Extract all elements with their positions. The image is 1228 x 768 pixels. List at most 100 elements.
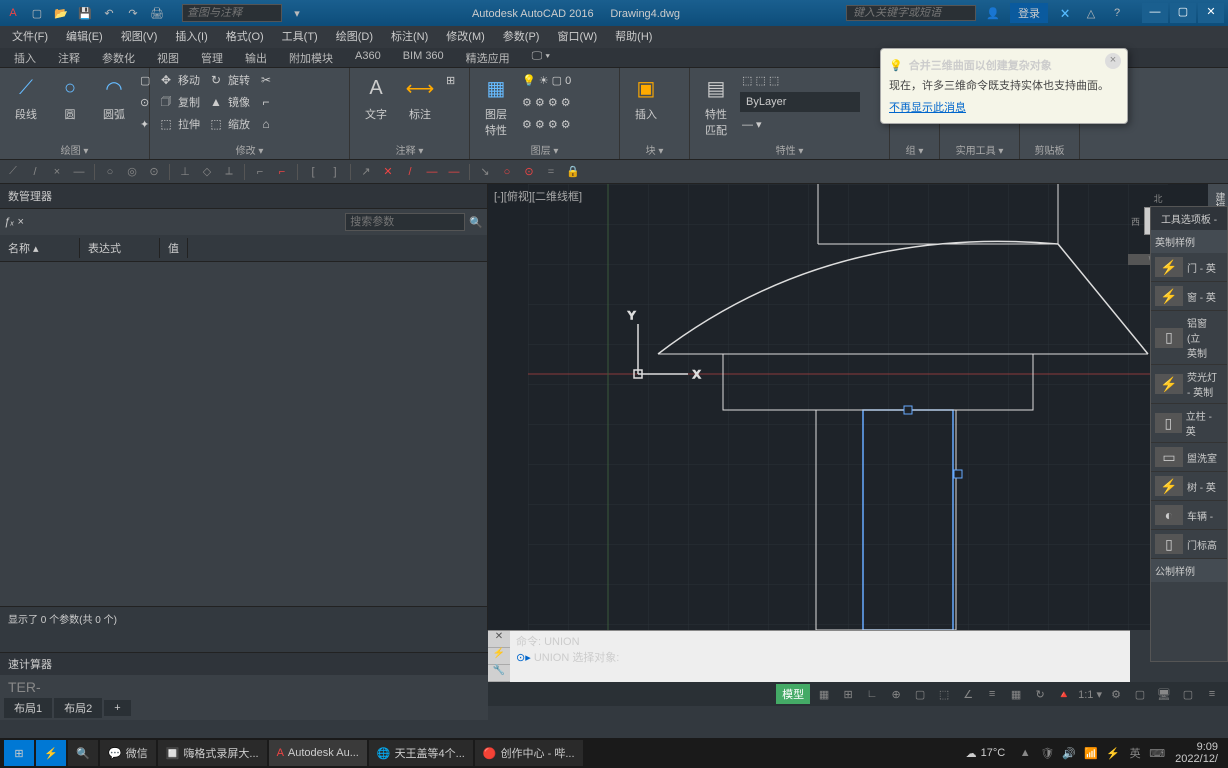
sb-monitor[interactable]: 🖥 — [1154, 684, 1174, 704]
new-icon[interactable]: ▢ — [28, 4, 46, 22]
save-icon[interactable]: 💾 — [76, 4, 94, 22]
menu-view[interactable]: 视图(V) — [113, 26, 166, 48]
tb2-4[interactable]: — — [70, 163, 88, 181]
prop-row3[interactable]: — ▾ — [740, 114, 860, 134]
polyline-button[interactable]: ⟋段线 — [6, 70, 46, 124]
panel-block-title[interactable]: 块 ▾ — [626, 140, 683, 157]
col-value[interactable]: 值 — [160, 238, 188, 258]
menu-window[interactable]: 窗口(W) — [549, 26, 605, 48]
task-autocad[interactable]: AAutodesk Au... — [269, 740, 367, 766]
open-icon[interactable]: 📂 — [52, 4, 70, 22]
cmd-close[interactable]: ✕ — [488, 631, 510, 648]
app-icon[interactable]: A — [4, 4, 22, 22]
minimize-button[interactable]: — — [1142, 3, 1168, 23]
task-lightning[interactable]: ⚡ — [36, 740, 66, 766]
tb2-16[interactable]: ✕ — [379, 163, 397, 181]
task-chrome[interactable]: 🔴创作中心 - 哔... — [475, 740, 583, 766]
tray-1[interactable]: ▲ — [1015, 743, 1035, 763]
tb2-22[interactable]: ⊙ — [520, 163, 538, 181]
drawing-viewport[interactable]: [-][俯视][二维线框] X Y — [488, 184, 1208, 630]
tp-item-4[interactable]: ▯立柱 - 英 — [1151, 404, 1227, 443]
annot-extra[interactable]: ⊞ — [444, 70, 457, 90]
ribbon-tab-a360[interactable]: A360 — [345, 48, 391, 67]
sb-clean[interactable]: ▢ — [1178, 684, 1198, 704]
ribbon-tab-insert[interactable]: 插入 — [4, 48, 46, 67]
ribbon-tab-view[interactable]: 视图 — [147, 48, 189, 67]
redo-icon[interactable]: ↷ — [124, 4, 142, 22]
panel-utilities-title[interactable]: 实用工具 ▾ — [946, 140, 1013, 157]
ribbon-tab-featured[interactable]: 精选应用 — [456, 48, 520, 67]
drawing-canvas[interactable]: X Y — [488, 184, 1208, 630]
arc-button[interactable]: ◠圆弧 — [94, 70, 134, 124]
param-search[interactable] — [345, 213, 465, 231]
layer-row1[interactable]: 💡 ☀ ▢ 0 — [520, 70, 573, 90]
fx-icon[interactable]: ƒₓ × — [4, 216, 24, 228]
cloud-icon[interactable]: △ — [1082, 4, 1100, 22]
array-button[interactable]: ⌂ — [256, 114, 276, 134]
add-layout-tab[interactable]: + — [104, 700, 130, 716]
clock[interactable]: 9:09 2022/12/ — [1169, 741, 1224, 765]
close-button[interactable]: ✕ — [1198, 3, 1224, 23]
layout1-tab[interactable]: 布局1 — [4, 698, 52, 718]
maximize-button[interactable]: ▢ — [1170, 3, 1196, 23]
ribbon-tab-more[interactable]: 🖵 ▾ — [522, 48, 560, 67]
panel-draw-title[interactable]: 绘图 ▾ — [6, 140, 143, 157]
tb2-2[interactable]: / — [26, 163, 44, 181]
help-search[interactable] — [846, 5, 976, 21]
tp-item-5[interactable]: ▭盥洗室 — [1151, 443, 1227, 472]
panel-layers-title[interactable]: 图层 ▾ — [476, 140, 613, 157]
layout2-tab[interactable]: 布局2 — [54, 698, 102, 718]
sb-gear[interactable]: ⚙ — [1106, 684, 1126, 704]
panel-properties-title[interactable]: 特性 ▾ — [696, 140, 883, 157]
undo-icon[interactable]: ↶ — [100, 4, 118, 22]
fillet-button[interactable]: ⌐ — [256, 92, 276, 112]
prop-bylayer[interactable]: ByLayer — [740, 92, 860, 112]
move-button[interactable]: ✥移动 — [156, 70, 202, 90]
tb2-11[interactable]: ⌐ — [251, 163, 269, 181]
task-recorder[interactable]: 🔲嗨格式录屏大... — [158, 740, 267, 766]
tb2-20[interactable]: ↘ — [476, 163, 494, 181]
tb2-15[interactable]: ↗ — [357, 163, 375, 181]
task-wechat[interactable]: 💬微信 — [100, 740, 156, 766]
tp-item-2[interactable]: ▯铝窗 (立 英制 — [1151, 311, 1227, 365]
tp-item-7[interactable]: ◐车辆 - — [1151, 501, 1227, 530]
layer-props-button[interactable]: ▦图层特性 — [476, 70, 516, 140]
panel-annotate-title[interactable]: 注释 ▾ — [356, 140, 463, 157]
ribbon-tab-output[interactable]: 输出 — [235, 48, 277, 67]
tb2-18[interactable]: — — [423, 163, 441, 181]
sb-cycling[interactable]: ↻ — [1030, 684, 1050, 704]
tray-lang[interactable]: 英 — [1125, 743, 1145, 763]
menu-format[interactable]: 格式(O) — [218, 26, 272, 48]
prop-row1[interactable]: ⬚ ⬚ ⬚ — [740, 70, 860, 90]
tb2-8[interactable]: ⊥ — [176, 163, 194, 181]
sb-3dosnap[interactable]: ⬚ — [934, 684, 954, 704]
tb2-5[interactable]: ○ — [101, 163, 119, 181]
tb2-7[interactable]: ⊙ — [145, 163, 163, 181]
match-props-button[interactable]: ▤特性匹配 — [696, 70, 736, 140]
tray-3[interactable]: 🔊 — [1059, 743, 1079, 763]
trim-button[interactable]: ✂ — [256, 70, 276, 90]
start-button[interactable]: ⊞ — [4, 740, 34, 766]
tb2-21[interactable]: ○ — [498, 163, 516, 181]
view-label[interactable]: [-][俯视][二维线框] — [494, 188, 582, 204]
ribbon-tab-annotate[interactable]: 注释 — [48, 48, 90, 67]
menu-file[interactable]: 文件(F) — [4, 26, 56, 48]
tp-title[interactable]: 工具选项板 - — [1151, 207, 1227, 230]
exchange-icon[interactable]: 🗙 — [1056, 4, 1074, 22]
task-weather[interactable]: ☁ 17°C — [958, 740, 1014, 766]
model-button[interactable]: 模型 — [776, 684, 810, 704]
menu-params[interactable]: 参数(P) — [495, 26, 548, 48]
tb2-14[interactable]: ] — [326, 163, 344, 181]
tray-2[interactable]: 🛡 — [1037, 743, 1057, 763]
tray-keyboard[interactable]: ⌨ — [1147, 743, 1167, 763]
sb-lweight[interactable]: ≡ — [982, 684, 1002, 704]
scale-button[interactable]: ⬚缩放 — [206, 114, 252, 134]
sb-ortho[interactable]: ∟ — [862, 684, 882, 704]
tb2-10[interactable]: ⟂ — [220, 163, 238, 181]
tp-item-0[interactable]: ⚡门 - 英 — [1151, 253, 1227, 282]
tp-item-1[interactable]: ⚡窗 - 英 — [1151, 282, 1227, 311]
ribbon-tab-bim360[interactable]: BIM 360 — [393, 48, 454, 67]
ribbon-tab-manage[interactable]: 管理 — [191, 48, 233, 67]
tray-5[interactable]: ⚡ — [1103, 743, 1123, 763]
cmd-options[interactable]: 🔧 — [488, 665, 510, 682]
